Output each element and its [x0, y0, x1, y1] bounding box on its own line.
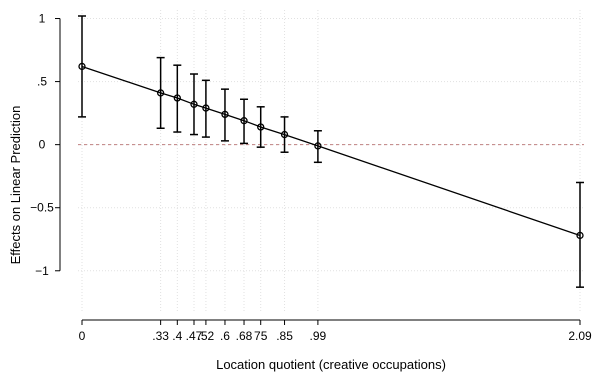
x-tick-label: .33	[152, 329, 169, 343]
data-point-8	[280, 130, 289, 139]
x-tick-label: 2.09	[568, 329, 592, 343]
data-point-0	[78, 62, 86, 71]
data-point-4	[202, 104, 210, 112]
data-point-2	[173, 94, 181, 102]
fit-line	[81, 65, 581, 237]
x-axis-title: Location quotient (creative occupations)	[216, 357, 446, 372]
x-tick-label: .4	[172, 329, 182, 343]
y-tick-label: 1	[39, 12, 46, 26]
y-tick-label: −1	[35, 264, 49, 278]
confidence-intervals	[78, 15, 584, 288]
x-tick-label: 75	[254, 329, 268, 343]
fit-line-layer	[81, 65, 581, 237]
x-tick-label: 0	[79, 329, 86, 343]
x-tick-label: .6	[220, 329, 230, 343]
y-tick-label: −0.5	[30, 201, 54, 215]
x-tick-label: .68	[236, 329, 253, 343]
data-points	[78, 62, 584, 240]
data-point-1	[156, 89, 165, 97]
data-point-7	[257, 123, 265, 131]
data-point-9	[314, 142, 322, 150]
x-tick-label: .52	[198, 329, 215, 343]
grid	[78, 10, 584, 312]
data-point-10	[576, 231, 584, 240]
y-tick-label: 0	[39, 138, 46, 152]
axes: −1 −0.5 0 .5 1 0 .33.4 .47.52 .6 .68 75 .85 .99 2.09	[30, 12, 592, 343]
x-tick-label: .99	[310, 329, 327, 343]
y-axis-title: Effects on Linear Prediction	[8, 106, 23, 265]
data-point-5	[221, 110, 229, 119]
x-tick-label: .85	[276, 329, 293, 343]
x-tick-label: .47	[186, 329, 203, 343]
data-point-6	[240, 117, 248, 125]
y-tick-label: .5	[37, 75, 47, 89]
data-point-3	[190, 100, 198, 108]
